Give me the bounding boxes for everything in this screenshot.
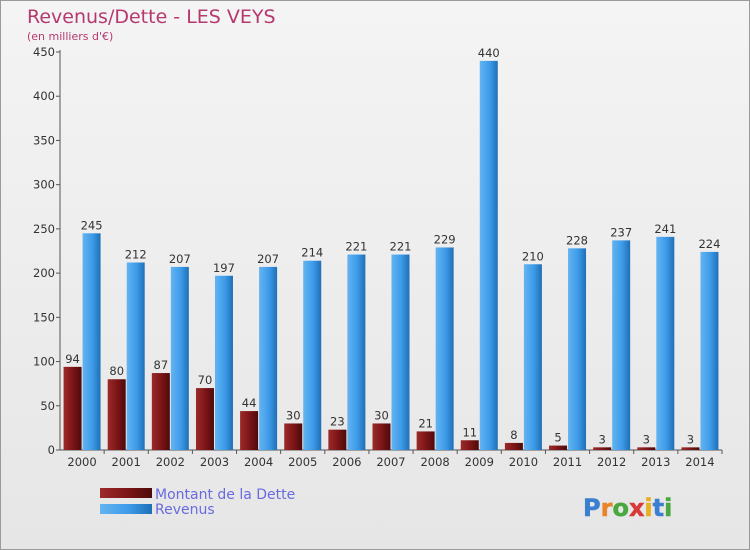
legend-swatch-debt xyxy=(100,488,152,498)
x-tick-label: 2004 xyxy=(244,455,273,469)
bar-revenus xyxy=(656,236,675,450)
data-label-debt: 5 xyxy=(554,431,561,445)
x-tick-label: 2008 xyxy=(420,455,449,469)
x-tick-label: 2013 xyxy=(641,455,670,469)
data-label-revenus: 207 xyxy=(257,252,279,266)
data-label-debt: 3 xyxy=(643,432,650,446)
bar-debt xyxy=(372,423,391,450)
bar-debt xyxy=(195,388,214,450)
legend-swatch-revenus xyxy=(100,504,152,514)
legend-label-revenus: Revenus xyxy=(155,502,215,518)
bar-debt xyxy=(63,366,82,450)
data-label-debt: 3 xyxy=(599,432,606,446)
data-label-revenus: 197 xyxy=(213,261,235,275)
x-tick-label: 2003 xyxy=(200,455,229,469)
svg-text:Proxiti: Proxiti xyxy=(583,494,672,522)
data-label-debt: 21 xyxy=(418,416,433,430)
y-tick-label: 350 xyxy=(33,133,55,147)
x-tick-label: 2007 xyxy=(376,455,405,469)
data-label-debt: 94 xyxy=(65,352,80,366)
data-label-revenus: 221 xyxy=(390,240,412,254)
bar-debt xyxy=(328,429,347,450)
data-label-revenus: 224 xyxy=(698,237,720,251)
bar-debt xyxy=(637,447,656,450)
bar-debt xyxy=(284,423,303,450)
bar-debt xyxy=(504,442,523,450)
y-tick-label: 50 xyxy=(40,399,55,413)
y-tick-label: 250 xyxy=(33,222,55,236)
bar-revenus xyxy=(479,60,498,450)
bar-revenus xyxy=(214,275,233,450)
bar-revenus xyxy=(568,248,587,450)
bar-revenus xyxy=(700,251,719,450)
y-tick-label: 300 xyxy=(33,178,55,192)
x-tick-label: 2000 xyxy=(67,455,96,469)
bar-debt xyxy=(460,440,479,450)
x-tick-label: 2001 xyxy=(112,455,141,469)
bar-revenus xyxy=(347,254,366,450)
bar-debt xyxy=(240,411,259,450)
data-label-debt: 23 xyxy=(330,415,345,429)
data-label-revenus: 245 xyxy=(81,218,103,232)
x-tick-label: 2006 xyxy=(332,455,361,469)
bar-debt xyxy=(549,445,568,450)
data-label-debt: 80 xyxy=(109,364,124,378)
bar-revenus xyxy=(435,247,454,450)
bar-debt xyxy=(107,379,126,450)
y-tick-label: 100 xyxy=(33,355,55,369)
data-label-debt: 30 xyxy=(286,408,301,422)
data-label-debt: 30 xyxy=(374,408,389,422)
data-label-debt: 11 xyxy=(462,425,477,439)
data-label-revenus: 207 xyxy=(169,252,191,266)
y-tick-label: 0 xyxy=(48,443,55,457)
x-tick-label: 2002 xyxy=(156,455,185,469)
y-tick-label: 450 xyxy=(33,45,55,59)
x-tick-label: 2009 xyxy=(465,455,494,469)
data-label-revenus: 241 xyxy=(654,222,676,236)
y-tick-label: 400 xyxy=(33,89,55,103)
bar-revenus xyxy=(612,240,631,450)
data-label-revenus: 229 xyxy=(434,232,456,246)
proxiti-logo: Proxiti xyxy=(583,494,673,523)
chart-subtitle: (en milliers d'€) xyxy=(27,30,113,43)
chart-title: Revenus/Dette - LES VEYS xyxy=(27,6,276,28)
bar-revenus xyxy=(523,264,542,450)
bar-debt xyxy=(416,431,435,450)
bar-revenus xyxy=(303,260,322,450)
y-tick-label: 150 xyxy=(33,310,55,324)
y-tick-label: 200 xyxy=(33,266,55,280)
bar-revenus xyxy=(82,233,101,450)
data-label-debt: 3 xyxy=(687,432,694,446)
data-label-debt: 70 xyxy=(198,373,213,387)
x-tick-label: 2010 xyxy=(509,455,538,469)
data-label-revenus: 221 xyxy=(345,240,367,254)
x-tick-label: 2005 xyxy=(288,455,317,469)
data-label-revenus: 228 xyxy=(566,233,588,247)
bar-revenus xyxy=(126,262,145,450)
x-tick-label: 2014 xyxy=(685,455,714,469)
data-label-debt: 87 xyxy=(154,358,169,372)
bar-revenus xyxy=(170,266,189,450)
legend-label-debt: Montant de la Dette xyxy=(155,487,295,503)
data-label-revenus: 440 xyxy=(478,46,500,60)
data-label-debt: 44 xyxy=(242,396,257,410)
data-label-revenus: 237 xyxy=(610,225,632,239)
bar-revenus xyxy=(259,266,278,450)
x-tick-label: 2012 xyxy=(597,455,626,469)
bar-debt xyxy=(151,373,170,450)
data-label-revenus: 210 xyxy=(522,249,544,263)
data-label-debt: 8 xyxy=(510,428,517,442)
data-label-revenus: 212 xyxy=(125,247,147,261)
bar-debt xyxy=(593,447,612,450)
bar-debt xyxy=(681,447,700,450)
x-tick-label: 2011 xyxy=(553,455,582,469)
bar-revenus xyxy=(391,254,410,450)
data-label-revenus: 214 xyxy=(301,246,323,260)
legend: Montant de la Dette Revenus xyxy=(100,487,295,518)
